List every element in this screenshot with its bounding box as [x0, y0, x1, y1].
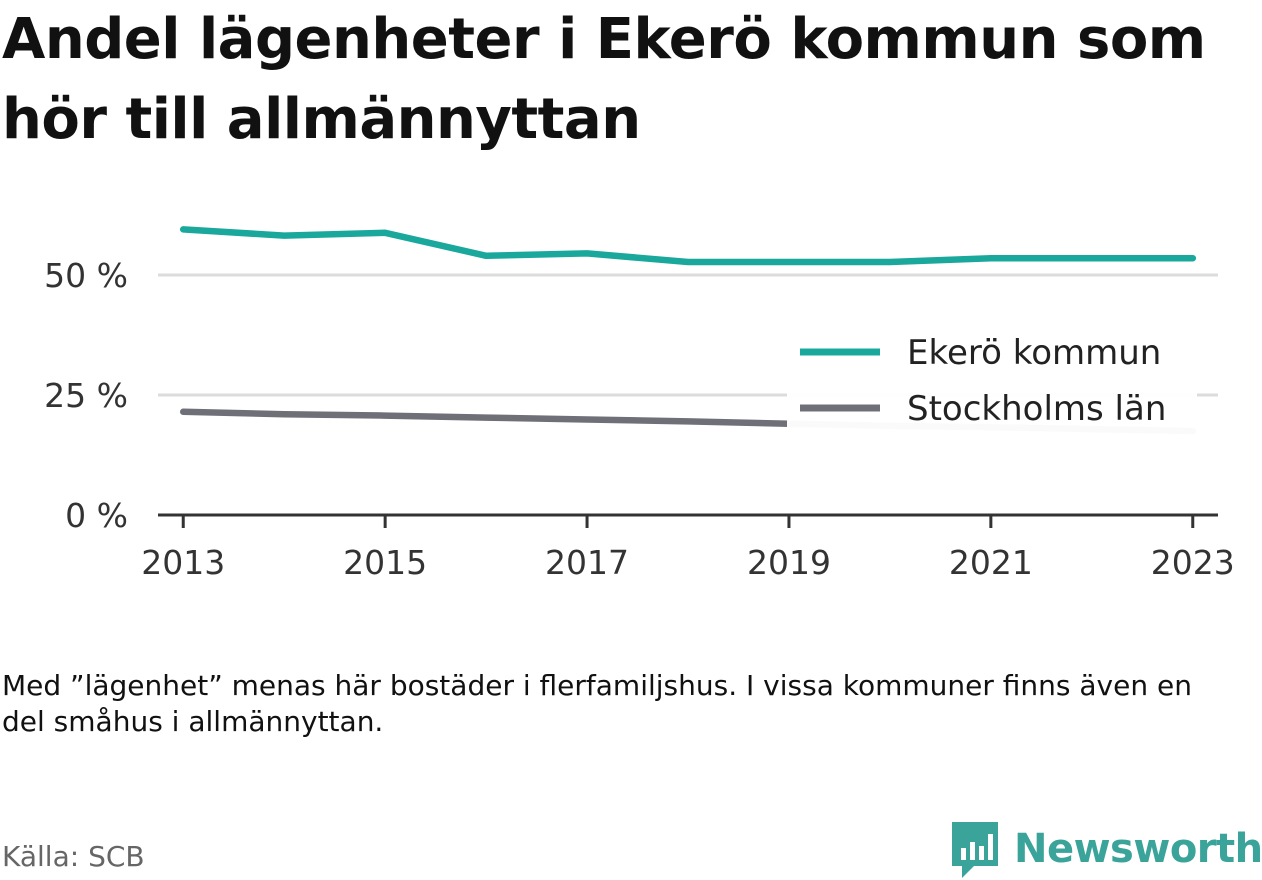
x-tick-label: 2013 — [141, 543, 225, 582]
y-axis-ticks: 0 % 25 % 50 % — [44, 256, 128, 535]
brand-logo: Newsworthy — [950, 818, 1262, 880]
legend: Ekerö kommun Stockholms län — [787, 323, 1197, 441]
legend-box — [787, 323, 1197, 441]
x-tick-label: 2021 — [949, 543, 1033, 582]
y-tick-label: 0 % — [65, 496, 128, 535]
y-tick-label: 50 % — [44, 256, 128, 295]
x-tick-label: 2017 — [545, 543, 629, 582]
chart-title: Andel lägenheter i Ekerö kommun som hör … — [2, 7, 1206, 152]
legend-label: Stockholms län — [907, 389, 1166, 429]
source-credit: Källa: SCB — [2, 840, 145, 873]
y-tick-label: 25 % — [44, 376, 128, 415]
x-tick-label: 2015 — [343, 543, 427, 582]
legend-label: Ekerö kommun — [907, 333, 1161, 373]
brand-name: Newsworthy — [1014, 826, 1262, 872]
x-axis-ticks: 2013 2015 2017 2019 2021 2023 — [141, 515, 1235, 582]
chart-note: Med ”lägenhet” menas här bostäder i fler… — [2, 669, 1192, 738]
x-tick-label: 2023 — [1151, 543, 1235, 582]
series-line-ekero — [179, 226, 1197, 266]
x-tick-label: 2019 — [747, 543, 831, 582]
newsworthy-logo-icon — [952, 822, 998, 878]
